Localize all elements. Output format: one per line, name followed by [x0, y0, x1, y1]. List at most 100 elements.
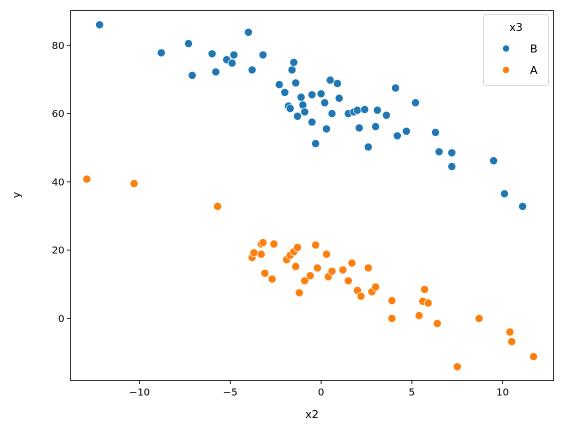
legend-box	[483, 14, 549, 86]
data-point	[354, 123, 364, 133]
data-point	[300, 276, 310, 286]
data-point	[296, 92, 306, 102]
data-point	[363, 263, 373, 273]
data-point	[402, 127, 411, 136]
y-tick-label: 60	[52, 109, 65, 120]
data-point	[269, 239, 279, 249]
data-point	[391, 83, 400, 93]
data-point	[353, 105, 362, 115]
legend: x3 B A	[483, 14, 549, 86]
data-point	[267, 274, 277, 284]
data-point	[420, 285, 429, 294]
legend-marker-a	[502, 66, 510, 74]
data-point	[356, 291, 366, 301]
data-point	[432, 319, 442, 328]
data-point	[129, 179, 139, 188]
data-point	[285, 104, 295, 113]
data-point	[518, 202, 527, 211]
series-b	[95, 20, 527, 211]
data-point	[300, 107, 310, 117]
data-point	[213, 202, 222, 211]
data-point	[307, 90, 317, 100]
data-point	[507, 337, 517, 346]
data-point	[347, 258, 357, 268]
data-point	[474, 314, 484, 323]
data-point	[258, 50, 268, 60]
data-point	[316, 89, 326, 99]
data-point	[371, 122, 380, 131]
data-point	[227, 58, 237, 68]
plot-area	[70, 10, 554, 381]
data-point	[291, 262, 301, 271]
x-tick-label: −5	[223, 388, 238, 399]
data-point	[414, 311, 424, 320]
x-tick-label: 0	[318, 388, 324, 399]
data-point	[311, 139, 320, 148]
data-point	[293, 243, 302, 252]
data-point	[294, 288, 304, 298]
data-point	[211, 67, 221, 77]
data-point	[338, 265, 348, 275]
data-point	[411, 98, 420, 107]
data-point	[82, 174, 92, 184]
data-point	[184, 39, 193, 48]
data-point	[500, 189, 509, 199]
data-point	[320, 98, 330, 107]
data-point	[423, 298, 433, 308]
data-point	[452, 362, 462, 372]
data-point	[322, 124, 331, 134]
data-point	[289, 58, 299, 67]
data-point	[307, 117, 317, 127]
data-point	[95, 20, 104, 30]
x-tick-label: −10	[129, 388, 150, 399]
data-point	[287, 65, 297, 75]
points-layer	[82, 20, 538, 372]
data-point	[371, 282, 380, 292]
data-point	[434, 147, 444, 157]
x-tick-label: 10	[496, 388, 509, 399]
data-point	[207, 49, 217, 59]
data-point	[258, 238, 268, 247]
y-tick-label: 20	[52, 246, 65, 257]
data-point	[447, 148, 457, 158]
data-point	[293, 112, 302, 121]
data-point	[431, 128, 440, 137]
data-point	[373, 105, 382, 115]
plot-frame	[70, 10, 554, 381]
data-point	[489, 156, 498, 165]
y-axis: 0 20 40 60 80	[52, 41, 71, 325]
series-a	[82, 174, 538, 372]
data-point	[249, 248, 259, 258]
legend-label-b: B	[530, 43, 538, 56]
data-point	[382, 111, 391, 120]
data-point	[327, 109, 337, 118]
data-point	[260, 268, 270, 278]
data-point	[505, 327, 515, 337]
x-tick-label: 5	[409, 388, 415, 399]
data-point	[313, 263, 322, 273]
data-point	[333, 79, 342, 88]
data-point	[447, 162, 457, 171]
data-point	[256, 249, 266, 259]
data-point	[360, 105, 370, 114]
data-point	[387, 314, 397, 323]
data-point	[325, 75, 335, 85]
data-point	[157, 48, 166, 58]
data-point	[229, 50, 239, 60]
data-point	[529, 352, 538, 361]
data-point	[363, 142, 373, 152]
y-tick-label: 80	[52, 41, 65, 52]
legend-marker-b	[502, 44, 510, 53]
data-point	[327, 266, 337, 276]
data-point	[387, 296, 397, 305]
data-point	[244, 27, 253, 37]
data-point	[187, 71, 197, 80]
y-tick-label: 40	[52, 177, 65, 188]
data-point	[274, 80, 284, 89]
data-point	[343, 276, 353, 286]
data-point	[305, 271, 315, 281]
data-point	[322, 249, 331, 259]
data-point	[247, 65, 257, 75]
data-point	[392, 131, 402, 141]
